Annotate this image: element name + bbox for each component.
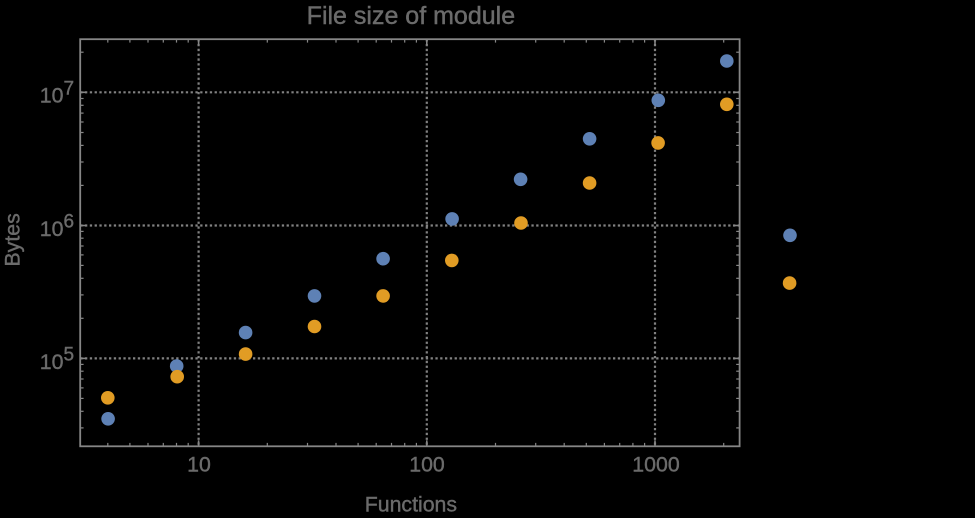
svg-text:100: 100	[409, 453, 445, 477]
svg-text:Bytes: Bytes	[1, 213, 25, 266]
svg-text:6: 6	[64, 212, 75, 233]
svg-text:Functions: Functions	[365, 492, 457, 513]
svg-text:1000: 1000	[632, 453, 680, 477]
svg-text:5: 5	[64, 344, 75, 365]
svg-text:10: 10	[40, 350, 64, 374]
svg-text:10: 10	[40, 84, 64, 108]
svg-text:7: 7	[64, 78, 75, 99]
svg-text:10: 10	[40, 217, 64, 241]
svg-text:10: 10	[187, 453, 211, 477]
svg-text:File size of module: File size of module	[307, 2, 515, 30]
